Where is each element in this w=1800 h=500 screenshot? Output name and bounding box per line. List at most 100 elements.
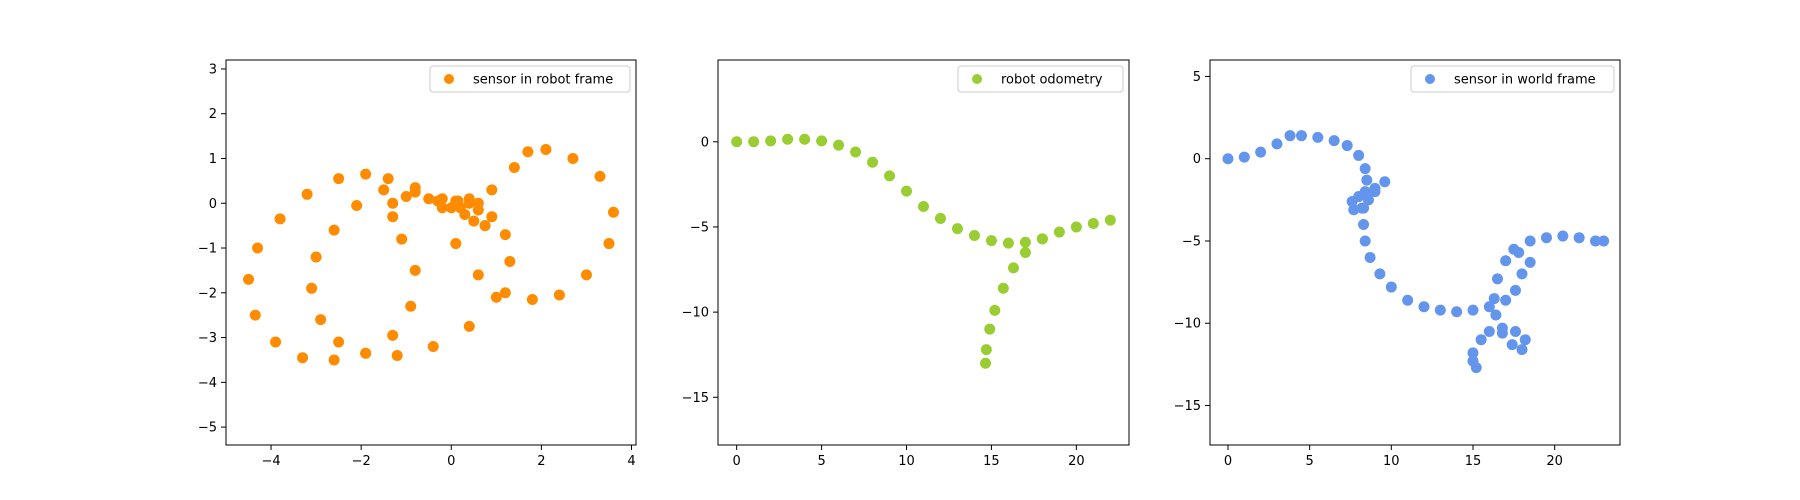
- robot-frame-legend-marker: [444, 74, 454, 84]
- robot-frame-point-31: [463, 193, 475, 205]
- world-frame-point-22: [1358, 202, 1370, 214]
- world-frame-point-39: [1500, 255, 1512, 267]
- odometry-point-8: [867, 156, 879, 168]
- robot-frame-point-63: [378, 184, 390, 196]
- world-frame-point-51: [1467, 347, 1479, 359]
- robot-frame-point-35: [540, 144, 552, 156]
- world-frame-ytick-label-3: 0: [1193, 152, 1201, 167]
- odometry-xtick-label-2: 10: [898, 454, 915, 469]
- robot-frame-point-42: [526, 294, 538, 306]
- robot-frame-point-49: [486, 211, 498, 223]
- robot-frame-point-39: [603, 238, 615, 250]
- world-frame-point-27: [1385, 281, 1397, 293]
- world-frame-point-35: [1509, 284, 1521, 296]
- robot-frame-point-7: [333, 173, 345, 185]
- robot-frame-point-60: [310, 251, 322, 263]
- odometry-legend-box: [957, 65, 1124, 93]
- robot-frame-point-38: [607, 206, 619, 218]
- odometry-point-5: [816, 135, 828, 147]
- odometry-point-29: [980, 344, 992, 356]
- odometry-point-17: [1019, 236, 1031, 248]
- odometry-point-12: [934, 212, 946, 224]
- world-frame-point-24: [1359, 235, 1371, 247]
- world-frame-point-1: [1238, 151, 1250, 163]
- world-frame-point-20: [1369, 182, 1381, 194]
- robot-frame-point-52: [490, 291, 502, 303]
- world-frame-point-4: [1284, 130, 1296, 142]
- world-frame-point-57: [1557, 230, 1569, 242]
- world-frame-point-54: [1508, 243, 1520, 255]
- world-frame-point-28: [1402, 294, 1414, 306]
- odometry-xtick-label-3: 15: [983, 454, 1000, 469]
- world-frame-point-36: [1516, 268, 1528, 280]
- robot-frame-xtick-label-2: 0: [447, 454, 455, 469]
- robot-frame-point-32: [486, 184, 498, 196]
- robot-frame-point-33: [508, 161, 520, 173]
- odometry-point-2: [765, 135, 777, 147]
- world-frame-chart: 0 5 10 15 20 −15 −10 −5 0 5 sensor in world frame: [1174, 59, 1621, 469]
- odometry-point-22: [1104, 214, 1116, 226]
- robot-frame-point-55: [391, 349, 403, 361]
- robot-frame-point-45: [450, 238, 462, 250]
- odometry-point-16: [1002, 237, 1014, 249]
- robot-frame-point-48: [472, 197, 484, 209]
- odometry-point-10: [901, 185, 913, 197]
- world-frame-point-50: [1475, 334, 1487, 346]
- robot-frame-point-65: [432, 195, 444, 207]
- odometry-xtick-label-0: 0: [733, 454, 741, 469]
- robot-frame-point-34: [522, 146, 534, 158]
- world-frame-point-49: [1483, 325, 1495, 337]
- robot-frame-legend: sensor in robot frame: [429, 65, 631, 93]
- robot-frame-point-6: [360, 168, 372, 180]
- robot-frame-ytick-label-6: 1: [209, 152, 217, 167]
- odometry-point-24: [1019, 247, 1031, 258]
- robot-frame-ytick-label-3: −2: [198, 286, 217, 301]
- world-frame-point-42: [1490, 309, 1502, 321]
- robot-frame-xtick-label-3: 2: [537, 454, 545, 469]
- world-frame-point-60: [1598, 235, 1610, 247]
- odometry-point-27: [989, 304, 1001, 316]
- world-frame-point-33: [1483, 301, 1495, 313]
- odometry-axes-frame: [717, 59, 1130, 446]
- world-frame-point-40: [1491, 273, 1503, 285]
- robot-frame-point-20: [396, 233, 408, 245]
- world-frame-point-44: [1509, 325, 1521, 337]
- robot-frame-point-62: [351, 199, 363, 211]
- odometry-legend-label: robot odometry: [1001, 73, 1103, 88]
- odometry-ytick-label-2: −5: [690, 220, 709, 235]
- robot-frame-point-5: [382, 173, 394, 185]
- odometry-ytick-label-1: −10: [682, 306, 709, 321]
- world-frame-legend-label: sensor in world frame: [1454, 73, 1596, 88]
- world-frame-point-11: [1361, 174, 1373, 186]
- robot-frame-point-19: [409, 264, 421, 276]
- world-frame-xtick-label-3: 15: [1465, 454, 1482, 469]
- world-frame-point-7: [1328, 135, 1340, 147]
- world-frame-point-5: [1295, 130, 1307, 142]
- robot-frame-point-12: [249, 309, 261, 321]
- world-frame-ytick-label-2: −5: [1182, 234, 1201, 249]
- robot-frame-point-50: [499, 229, 511, 241]
- robot-frame-point-40: [580, 269, 592, 281]
- odometry-point-7: [850, 146, 862, 158]
- robot-frame-point-54: [427, 341, 439, 353]
- odometry-ytick-label-0: −15: [682, 391, 709, 406]
- world-frame-legend-box: [1410, 65, 1615, 93]
- world-frame-point-32: [1467, 304, 1479, 316]
- world-frame-point-47: [1506, 339, 1518, 351]
- robot-frame-point-11: [243, 273, 255, 285]
- world-frame-xtick-label-4: 20: [1546, 454, 1563, 469]
- odometry-point-1: [748, 136, 760, 148]
- odometry-point-28: [984, 323, 996, 335]
- world-frame-point-58: [1573, 232, 1585, 244]
- odometry-point-13: [951, 223, 963, 235]
- odometry-legend: robot odometry: [957, 65, 1124, 93]
- world-frame-xtick-label-1: 5: [1306, 454, 1314, 469]
- world-frame-point-9: [1353, 149, 1365, 161]
- robot-frame-ytick-label-2: −3: [198, 331, 217, 346]
- odometry-chart: 0 5 10 15 20 −15 −10 −5 0 robot odometry: [682, 59, 1130, 469]
- world-frame-point-37: [1524, 256, 1536, 268]
- world-frame-point-19: [1379, 176, 1391, 188]
- robot-frame-chart: −4 −2 0 2 4 −5 −4 −3 −2 −1 0 1 2 3 sensor in robot fra…: [198, 59, 637, 469]
- odometry-point-14: [968, 229, 980, 241]
